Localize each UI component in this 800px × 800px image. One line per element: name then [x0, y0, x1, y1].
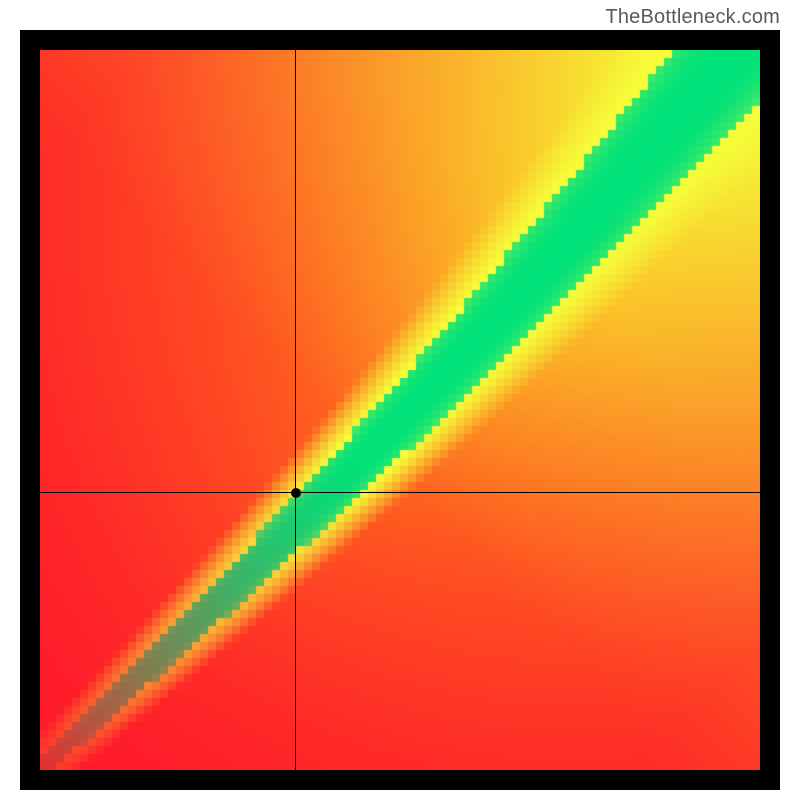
chart-container: TheBottleneck.com [0, 0, 800, 800]
frame-top [20, 30, 780, 50]
watermark-text: TheBottleneck.com [605, 6, 780, 29]
crosshair-vertical [295, 50, 296, 770]
crosshair-horizontal [40, 492, 760, 493]
frame-bottom [20, 770, 780, 790]
crosshair-marker [291, 488, 301, 498]
frame-left [20, 30, 40, 790]
frame-right [760, 30, 780, 790]
heatmap-canvas [40, 50, 760, 770]
